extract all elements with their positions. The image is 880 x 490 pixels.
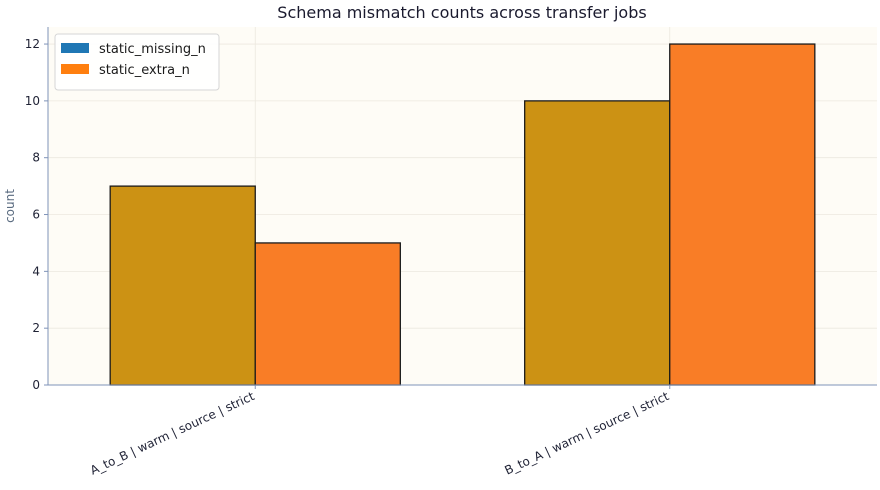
y-tick-label: 6	[32, 208, 40, 222]
legend-swatch-static_extra_n	[61, 64, 89, 74]
bar-static_missing_n-1	[524, 100, 671, 386]
x-ticks: A_to_B | warm | source | strict B_to_A | …	[88, 385, 671, 478]
x-tick-label: A_to_B | warm | source | strict	[88, 389, 257, 478]
chart-title: Schema mismatch counts across transfer j…	[277, 3, 646, 22]
bars	[109, 43, 816, 386]
x-tick-label: B_to_A | warm | source | strict	[502, 389, 671, 478]
y-tick-label: 2	[32, 321, 40, 335]
y-tick-label: 4	[32, 264, 40, 278]
legend-swatch-static_missing_n	[61, 43, 89, 53]
y-tick-label: 12	[25, 37, 40, 51]
y-tick-label: 10	[25, 94, 40, 108]
legend-label-static_extra_n: static_extra_n	[99, 63, 190, 78]
y-axis-label: count	[3, 189, 17, 223]
y-tick-label: 8	[32, 151, 40, 165]
bar-static_extra_n-1	[669, 43, 816, 386]
y-tick-label: 0	[32, 378, 40, 392]
legend: static_missing_n static_extra_n	[54, 33, 220, 91]
legend-label-static_missing_n: static_missing_n	[99, 42, 206, 57]
y-ticks: 0 2 4 6 8 10 12	[25, 37, 48, 392]
bar-static_extra_n-0	[254, 242, 401, 386]
legend-box	[54, 33, 220, 91]
bar-static_missing_n-0	[109, 185, 256, 386]
